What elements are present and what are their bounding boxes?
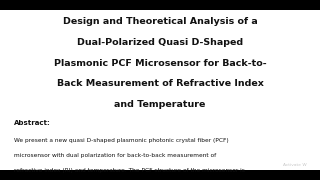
Bar xyxy=(0,10,320,170)
Bar xyxy=(0,170,320,180)
Text: refractive index (RI) and temperature. The PCF structure of the microsensor is: refractive index (RI) and temperature. T… xyxy=(14,168,245,173)
Text: microsensor with dual polarization for back-to-back measurement of: microsensor with dual polarization for b… xyxy=(14,153,217,158)
Bar xyxy=(0,0,320,10)
Text: Activate W: Activate W xyxy=(284,163,307,166)
Text: Plasmonic PCF Microsensor for Back-to-: Plasmonic PCF Microsensor for Back-to- xyxy=(54,58,266,68)
Text: Back Measurement of Refractive Index: Back Measurement of Refractive Index xyxy=(57,79,263,88)
Text: and Temperature: and Temperature xyxy=(114,100,206,109)
Text: We present a new quasi D-shaped plasmonic photonic crystal fiber (PCF): We present a new quasi D-shaped plasmoni… xyxy=(14,138,229,143)
Text: Dual-Polarized Quasi D-Shaped: Dual-Polarized Quasi D-Shaped xyxy=(77,38,243,47)
Text: Abstract:: Abstract: xyxy=(14,120,51,126)
Text: Design and Theoretical Analysis of a: Design and Theoretical Analysis of a xyxy=(63,17,257,26)
